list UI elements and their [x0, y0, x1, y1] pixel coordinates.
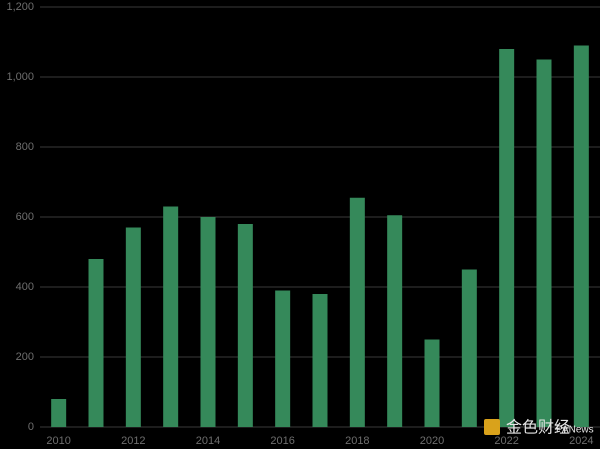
y-tick-label: 1,000	[6, 71, 34, 83]
bar	[200, 217, 216, 427]
bar	[349, 197, 365, 427]
watermark: PANews	[556, 425, 594, 436]
y-tick-label: 0	[28, 421, 34, 433]
x-tick-label: 2014	[196, 435, 220, 447]
watermark: 金色财经	[506, 418, 570, 437]
bar	[237, 224, 253, 427]
x-tick-label: 2024	[569, 435, 593, 447]
bar	[163, 206, 179, 427]
bar	[312, 294, 328, 427]
x-tick-label: 2012	[121, 435, 145, 447]
bar	[461, 269, 477, 427]
bar	[51, 399, 67, 427]
x-tick-label: 2010	[46, 435, 70, 447]
y-tick-label: 200	[16, 351, 34, 363]
bar	[125, 227, 141, 427]
y-tick-label: 800	[16, 141, 34, 153]
watermark-logo	[484, 419, 500, 435]
x-tick-label: 2018	[345, 435, 369, 447]
x-tick-label: 2016	[270, 435, 294, 447]
bar	[573, 45, 589, 427]
bar	[275, 290, 291, 427]
y-tick-label: 400	[16, 281, 34, 293]
x-tick-label: 2022	[494, 435, 518, 447]
bar	[387, 215, 403, 427]
x-tick-label: 2020	[420, 435, 444, 447]
y-tick-label: 600	[16, 211, 34, 223]
bar	[499, 49, 515, 427]
y-tick-label: 1,200	[6, 1, 34, 13]
bar	[536, 59, 552, 427]
bar	[88, 259, 104, 427]
bar	[424, 339, 440, 427]
